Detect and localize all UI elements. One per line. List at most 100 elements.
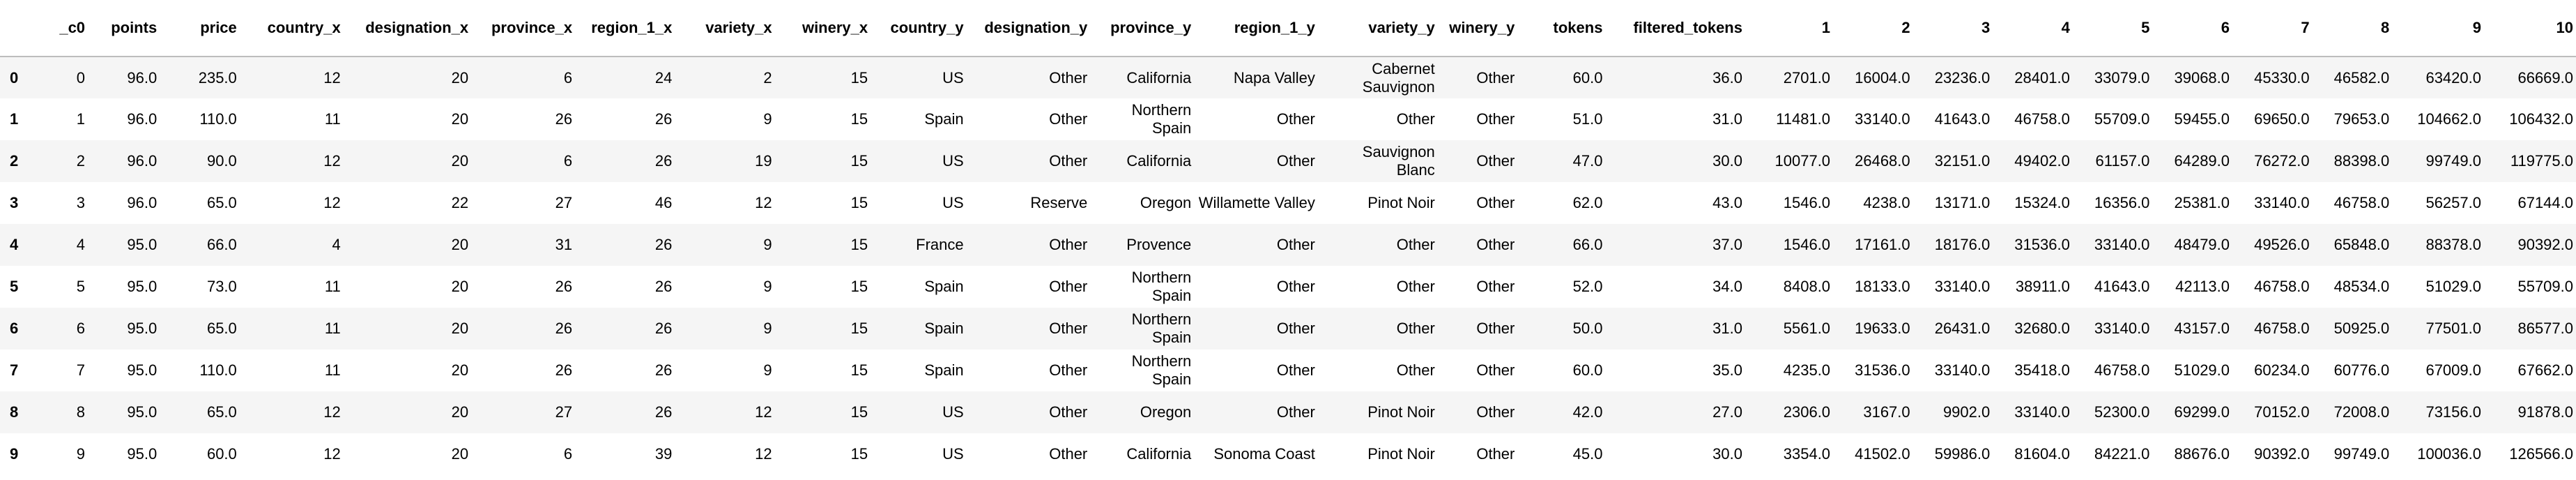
column-header: winery_y [1437,0,1518,57]
table-cell: 9 [763,236,772,253]
column-header: _c0 [31,0,89,57]
column-header: variety_y [1317,0,1438,57]
table-cell: 60.0 [206,445,237,463]
table-cell: Other [1396,361,1435,379]
table-cell: Napa Valley [1233,68,1315,87]
table-cell: Sauvignon Blanc [1362,143,1435,179]
table-cell: 4 [332,236,341,253]
table-cell: Other [1276,320,1315,337]
table-cell: US [942,403,964,421]
table-cell: 11 [324,110,341,128]
column-header: tokens [1517,0,1606,57]
table-cell: Pinot Noir [1367,445,1435,463]
table-cell: 65.0 [206,403,237,421]
table-cell: 39068.0 [2174,68,2230,87]
table-cell: 49402.0 [2014,152,2070,170]
table-cell: 96.0 [127,68,158,87]
table-cell: 91878.0 [2517,403,2573,421]
table-cell: 69299.0 [2174,403,2230,421]
table-cell: Other [1049,152,1088,170]
table-cell: Other [1049,320,1088,337]
table-cell: 41502.0 [1855,445,1910,463]
table-cell: Other [1049,68,1088,87]
table-cell: Other [1396,320,1435,337]
table-cell: 31536.0 [2014,236,2070,253]
table-cell: 33140.0 [2254,194,2310,211]
table-cell: 32151.0 [1934,152,1991,170]
table-cell: 20 [451,445,469,463]
table-cell: 15 [850,68,868,87]
table-cell: 9 [763,320,772,337]
table-cell: 33140.0 [2014,403,2070,421]
table-cell: California [1126,68,1192,87]
column-header: 7 [2232,0,2313,57]
table-cell: 50925.0 [2333,320,2390,337]
table-cell: 46758.0 [2254,320,2310,337]
table-cell: 11 [324,320,341,337]
table-cell: 52.0 [1572,278,1603,295]
table-cell: 3167.0 [1863,403,1910,421]
row-index: 8 [10,403,19,421]
table-cell: 67009.0 [2425,361,2481,379]
table-cell: 59986.0 [1934,445,1991,463]
table-cell: Other [1276,152,1315,170]
table-cell: Other [1276,110,1315,128]
table-cell: 12 [755,403,772,421]
table-cell: 33079.0 [2094,68,2150,87]
table-cell: 26 [654,236,673,253]
table-cell: 27 [555,403,573,421]
table-cell: 35.0 [1712,361,1742,379]
table-cell: 20 [451,403,469,421]
table-cell: 0 [76,68,86,87]
table-cell: Other [1276,403,1315,421]
column-header: designation_y [966,0,1091,57]
table-cell: 31536.0 [1855,361,1910,379]
table-cell: 26 [555,278,573,295]
table-cell: 33140.0 [2094,236,2150,253]
table-cell: 2306.0 [1783,403,1831,421]
table-cell: Other [1476,445,1515,463]
table-cell: Oregon [1140,403,1192,421]
table-cell: 52300.0 [2094,403,2150,421]
table-cell: US [942,445,964,463]
table-cell: 67662.0 [2517,361,2573,379]
table-cell: 26468.0 [1855,152,1910,170]
table-cell: 61157.0 [2095,152,2150,170]
table-cell: 12 [323,152,341,170]
table-cell: 99749.0 [2425,152,2481,170]
row-index: 9 [10,445,19,463]
table-cell: 15 [850,361,868,379]
table-cell: Other [1276,236,1315,253]
table-cell: 20 [451,68,469,87]
table-cell: 26 [555,361,573,379]
table-cell: 65.0 [206,194,237,211]
table-cell: 3354.0 [1783,445,1831,463]
table-cell: 55709.0 [2517,278,2573,295]
table-cell: Northern Spain [1131,101,1192,137]
table-row: 3 3 96.0 65.0 12 22 27 46 12 15 US Reserve Oregon Wil… [0,182,2576,224]
table-cell: Spain [924,320,964,337]
column-header: 6 [2152,0,2233,57]
table-cell: 23236.0 [1934,68,1991,87]
table-cell: 20 [451,110,469,128]
table-cell: 5561.0 [1783,320,1831,337]
table-cell: 26 [654,361,673,379]
table-cell: Other [1476,278,1515,295]
table-cell: 95.0 [127,403,158,421]
table-cell: 12 [323,445,341,463]
table-cell: 27.0 [1712,403,1742,421]
table-cell: 56257.0 [2425,194,2481,211]
table-cell: Northern Spain [1131,269,1192,304]
table-cell: 41643.0 [2094,278,2150,295]
table-cell: 19 [755,152,772,170]
table-cell: 26 [555,110,573,128]
table-cell: Other [1049,361,1088,379]
table-cell: 28401.0 [2014,68,2070,87]
table-cell: 45.0 [1572,445,1603,463]
table-cell: Other [1396,278,1435,295]
column-header: 9 [2392,0,2484,57]
table-cell: 26 [654,278,673,295]
table-cell: 12 [755,445,772,463]
